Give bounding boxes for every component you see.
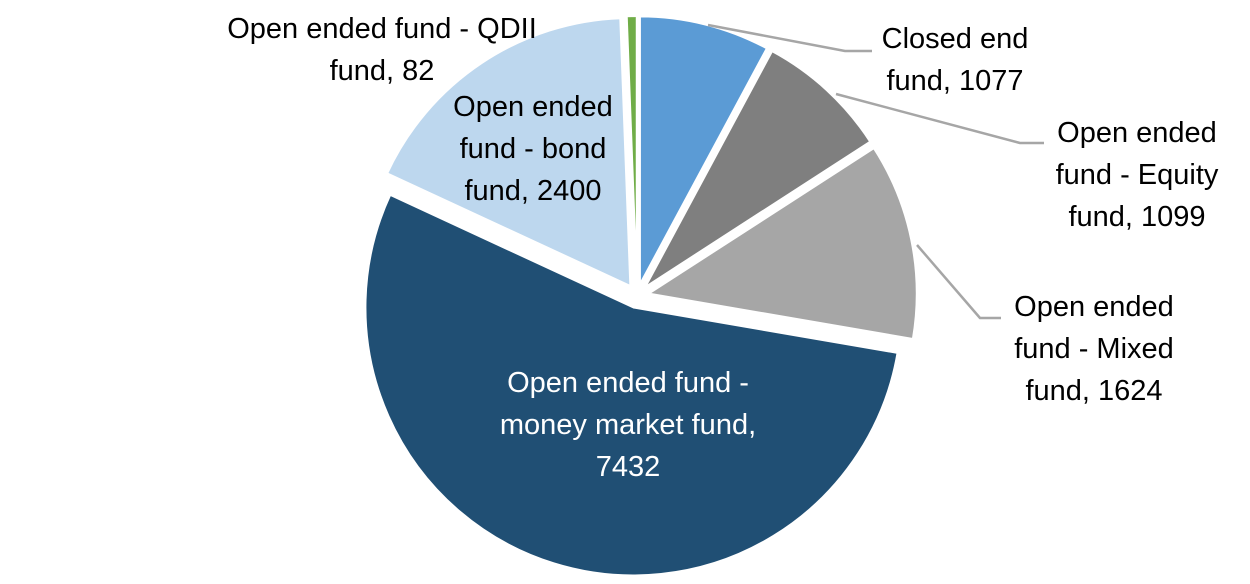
data-label-line: Open ended fund - [507, 367, 749, 399]
data-label-line: fund, 1624 [1025, 375, 1163, 407]
data-label-line: Open ended [453, 91, 613, 123]
data-label-open-ended-qdii-fund: Open ended fund - QDII fund, 82 [212, 8, 552, 92]
data-label-line: Open ended fund - QDII [227, 13, 537, 45]
data-label-open-ended-bond-fund: Open ended fund - bond fund, 2400 [403, 86, 663, 212]
data-label-line: fund, 2400 [464, 175, 602, 207]
data-label-open-ended-money-market-fund: Open ended fund - money market fund, 743… [458, 362, 798, 488]
data-label-line: fund - bond [459, 133, 607, 165]
data-label-line: fund, 1099 [1068, 201, 1206, 233]
leader-line-open-ended-equity-fund [835, 92, 1044, 145]
pie-slice-closed-end-fund [638, 15, 769, 285]
data-label-line: fund, 1077 [886, 65, 1024, 97]
data-label-line: 7432 [595, 451, 661, 483]
pie-slice-open-ended-mixed-fund [646, 146, 918, 341]
data-label-line: Closed end [881, 23, 1029, 55]
data-label-line: fund, 82 [329, 55, 435, 87]
data-label-line: Open ended [1057, 117, 1217, 149]
data-label-line: fund - Equity [1055, 159, 1219, 191]
data-label-closed-end-fund: Closed end fund, 1077 [840, 18, 1070, 102]
pie-slice-open-ended-qdii-fund [625, 14, 638, 285]
data-label-open-ended-equity-fund: Open ended fund - Equity fund, 1099 [1022, 112, 1250, 238]
leader-line-closed-end-fund [707, 23, 872, 53]
data-label-open-ended-mixed-fund: Open ended fund - Mixed fund, 1624 [979, 286, 1209, 412]
pie-slices-group [364, 14, 918, 577]
data-label-line: money market fund, [499, 409, 757, 441]
data-label-line: Open ended [1014, 291, 1174, 323]
pie-slice-open-ended-money-market-fund [364, 193, 899, 577]
pie-slice-open-ended-equity-fund [644, 49, 872, 289]
leader-line-open-ended-mixed-fund [916, 244, 1001, 320]
data-label-line: fund - Mixed [1014, 333, 1174, 365]
pie-slice-open-ended-bond-fund [385, 17, 632, 288]
